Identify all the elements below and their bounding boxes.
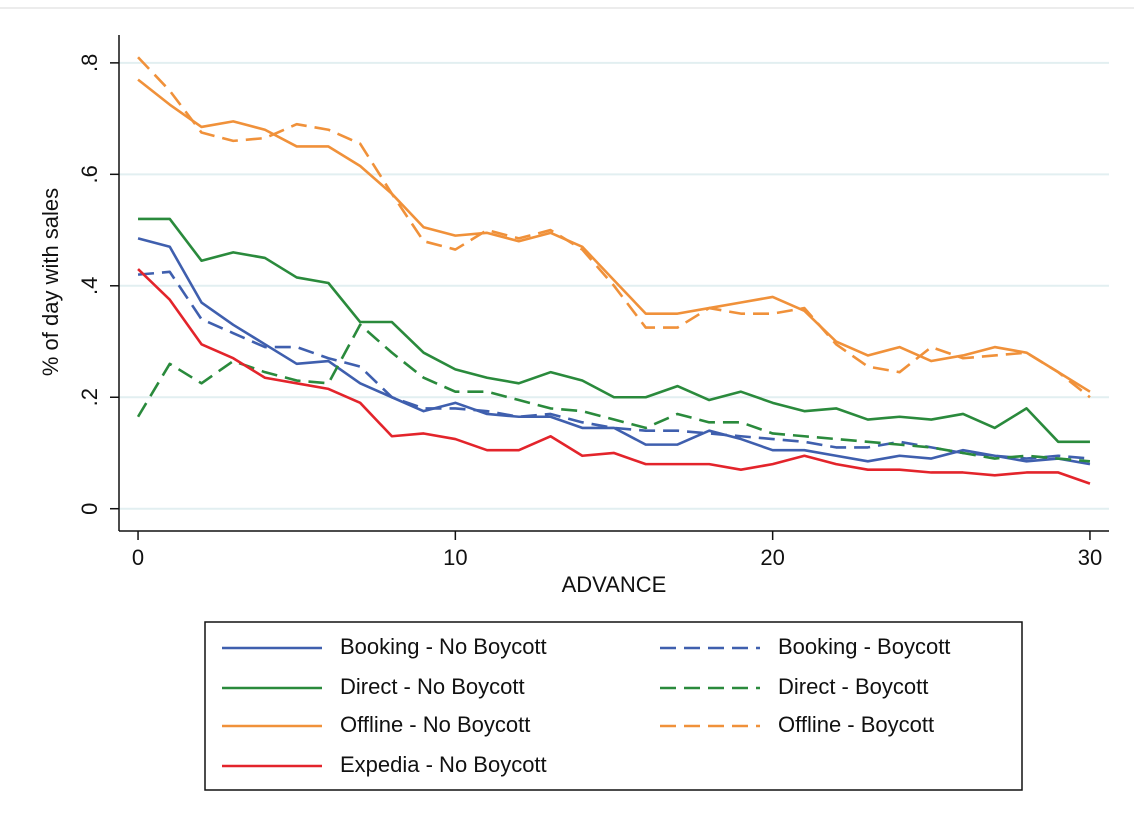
series-line bbox=[136, 323, 1091, 463]
y-tick-label: .4 bbox=[77, 277, 102, 295]
x-tick-label: 20 bbox=[760, 545, 784, 570]
x-tick-label: 30 bbox=[1078, 545, 1102, 570]
series-line bbox=[137, 237, 1091, 466]
legend-label: Booking - Boycott bbox=[778, 634, 950, 659]
y-tick-label: .8 bbox=[77, 54, 102, 72]
legend-label: Offline - Boycott bbox=[778, 712, 934, 737]
x-tick-label: 0 bbox=[132, 545, 144, 570]
legend-label: Offline - No Boycott bbox=[340, 712, 530, 737]
x-axis-label: ADVANCE bbox=[562, 572, 667, 597]
legend-label: Expedia - No Boycott bbox=[340, 752, 547, 777]
series-line bbox=[137, 268, 1091, 485]
legend-label: Direct - Boycott bbox=[778, 674, 928, 699]
y-tick-label: 0 bbox=[77, 503, 102, 515]
y-axis-label: % of day with sales bbox=[38, 188, 63, 376]
x-tick-label: 10 bbox=[443, 545, 467, 570]
series-line bbox=[137, 78, 1091, 393]
y-tick-label: .6 bbox=[77, 165, 102, 183]
legend-box bbox=[204, 621, 1023, 791]
legend-label: Direct - No Boycott bbox=[340, 674, 525, 699]
series-line bbox=[137, 270, 1091, 460]
series-line bbox=[137, 56, 1091, 399]
series-line bbox=[138, 217, 1090, 444]
legend-label: Booking - No Boycott bbox=[340, 634, 547, 659]
y-tick-label: .2 bbox=[77, 388, 102, 406]
